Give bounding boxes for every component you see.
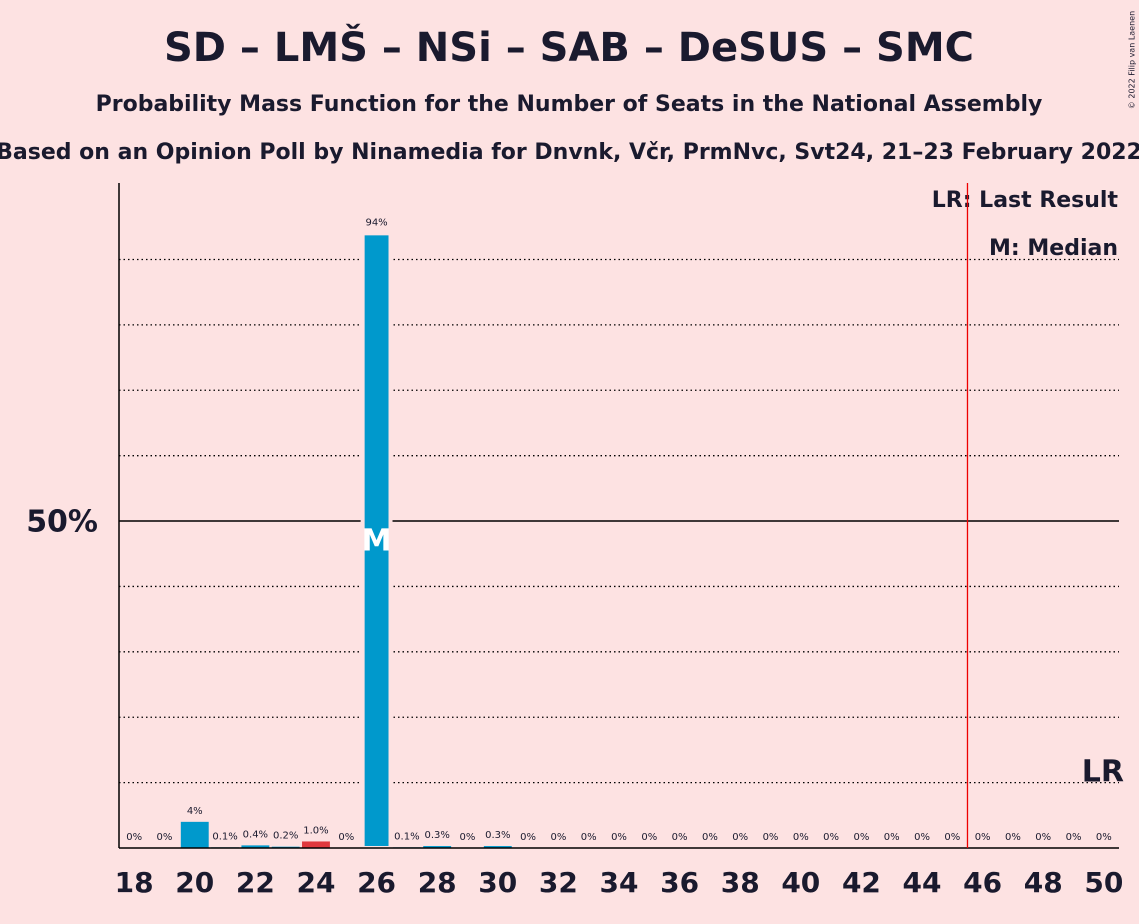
x-tick-label: 42: [842, 866, 881, 899]
x-tick-label: 28: [418, 866, 457, 899]
x-tick-label: 34: [600, 866, 639, 899]
value-label: 0%: [1035, 832, 1051, 843]
x-tick-label: 32: [539, 866, 578, 899]
x-tick-label: 26: [357, 866, 396, 899]
value-label: 0%: [550, 832, 566, 843]
value-label: 0%: [763, 832, 779, 843]
value-label: 4%: [187, 806, 203, 817]
bar: [483, 846, 512, 848]
value-label: 0%: [672, 832, 688, 843]
last-result-marker: LR: [1082, 755, 1124, 790]
value-label: 0%: [520, 832, 536, 843]
copyright: © 2022 Filip van Laenen: [1128, 11, 1137, 109]
chart-subtitle: Probability Mass Function for the Number…: [96, 92, 1043, 117]
legend-last-result: LR: Last Result: [932, 188, 1119, 213]
value-label: 0%: [884, 832, 900, 843]
value-label: 0%: [1096, 832, 1112, 843]
value-label: 0%: [126, 832, 142, 843]
bar: [241, 845, 270, 848]
value-label: 0%: [853, 832, 869, 843]
value-label: 0.2%: [273, 831, 298, 842]
value-label: 0%: [1066, 832, 1082, 843]
value-label: 0.1%: [394, 831, 419, 842]
x-tick-label: 22: [236, 866, 275, 899]
legend-median: M: Median: [989, 236, 1118, 261]
x-tick-label: 30: [478, 866, 517, 899]
value-label: 1.0%: [303, 825, 328, 836]
value-label: 0.3%: [424, 830, 449, 841]
value-label: 0%: [1005, 832, 1021, 843]
y-tick-label: 50%: [26, 505, 98, 540]
value-label: 0%: [793, 832, 809, 843]
x-tick-label: 44: [903, 866, 942, 899]
value-label: 94%: [365, 217, 387, 228]
value-label: 0%: [641, 832, 657, 843]
median-marker: M: [362, 524, 392, 559]
value-label: 0.4%: [243, 829, 268, 840]
value-label: 0%: [702, 832, 718, 843]
value-label: 0.3%: [485, 830, 510, 841]
bar: [360, 231, 393, 850]
value-label: 0.1%: [212, 831, 237, 842]
x-tick-label: 20: [175, 866, 214, 899]
x-tick-label: 18: [115, 866, 154, 899]
value-label: 0%: [611, 832, 627, 843]
chart-title: SD – LMŠ – NSi – SAB – DeSUS – SMC: [164, 23, 974, 71]
x-tick-label: 24: [296, 866, 335, 899]
bar: [423, 846, 452, 848]
x-tick-label: 46: [963, 866, 1002, 899]
value-label: 0%: [975, 832, 991, 843]
chart-caption: Based on an Opinion Poll by Ninamedia fo…: [0, 140, 1139, 165]
x-tick-label: 48: [1024, 866, 1063, 899]
value-label: 0%: [157, 832, 173, 843]
bar: [302, 841, 330, 848]
value-label: 0%: [823, 832, 839, 843]
value-label: 0%: [944, 832, 960, 843]
value-label: 0%: [460, 832, 476, 843]
x-tick-label: 50: [1084, 866, 1123, 899]
value-label: 0%: [732, 832, 748, 843]
value-label: 0%: [581, 832, 597, 843]
value-label: 0%: [914, 832, 930, 843]
value-label: 0%: [338, 832, 354, 843]
bar: [180, 821, 209, 848]
x-tick-label: 38: [721, 866, 760, 899]
x-tick-label: 40: [781, 866, 820, 899]
x-tick-label: 36: [660, 866, 699, 899]
